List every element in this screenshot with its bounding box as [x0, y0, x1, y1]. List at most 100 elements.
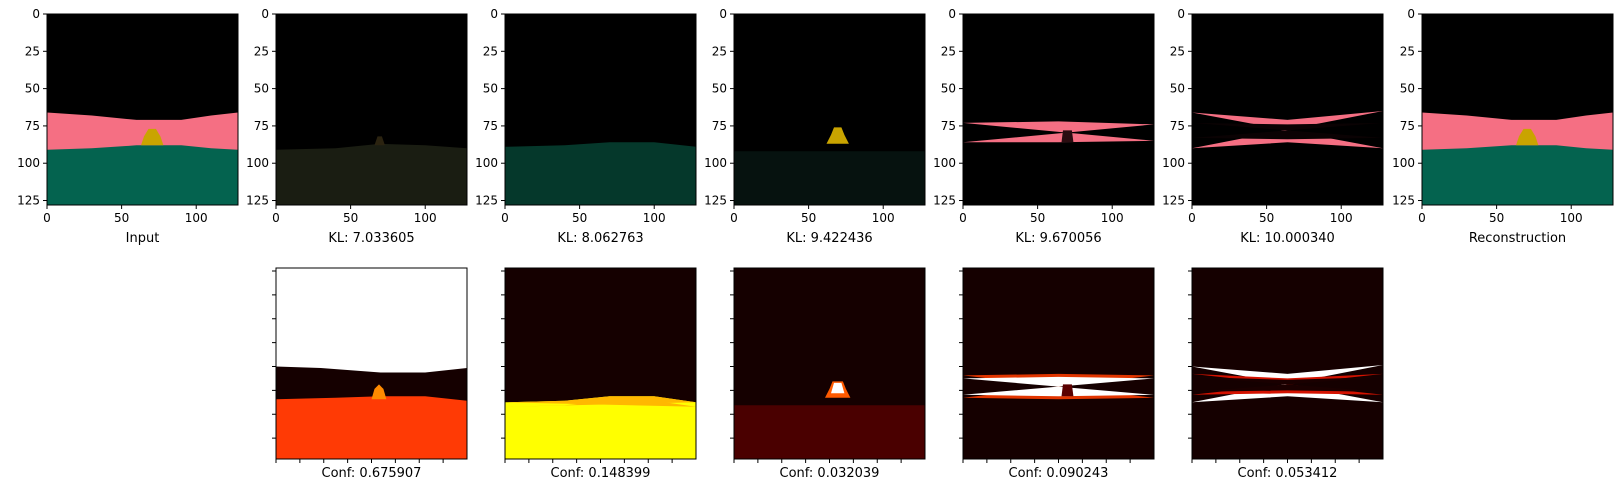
x-tick-label: 0	[730, 211, 738, 225]
y-tick-label: 75	[1400, 119, 1415, 133]
panel-image	[1422, 14, 1613, 205]
y-tick-label: 75	[254, 119, 269, 133]
y-tick-label: 50	[1170, 82, 1185, 96]
confidence-panel: Conf: 0.090243	[959, 267, 1155, 481]
y-tick-label: 25	[25, 44, 40, 58]
y-tick-label: 0	[32, 7, 40, 21]
axes-frame	[1191, 13, 1384, 206]
panel-caption: Conf: 0.053412	[1238, 466, 1338, 481]
x-tick-label: 100	[643, 211, 666, 225]
panel-caption: Conf: 0.090243	[1009, 466, 1109, 481]
y-tick-label: 75	[941, 119, 956, 133]
y-tick-label: 75	[483, 119, 498, 133]
y-tick-label: 0	[1407, 7, 1415, 21]
y-tick-label: 100	[933, 156, 956, 170]
image-panel: 0 50 100 0 25 50 75 100 125 KL: 10.000340	[1162, 7, 1384, 246]
y-tick-label: 25	[254, 44, 269, 58]
panel-caption: KL: 8.062763	[557, 231, 643, 246]
y-tick-label: 25	[941, 44, 956, 58]
y-tick-label: 0	[948, 7, 956, 21]
confidence-panel: Conf: 0.032039	[730, 267, 926, 481]
panel-caption: KL: 9.670056	[1015, 231, 1101, 246]
x-tick-label: 0	[959, 211, 967, 225]
y-tick-label: 100	[704, 156, 727, 170]
image-panel: 0 50 100 0 25 50 75 100 125 Input	[17, 7, 239, 246]
axes-frame	[962, 13, 1155, 206]
panel-image	[505, 268, 696, 459]
x-tick-label: 50	[343, 211, 358, 225]
confidence-row: Conf: 0.675907 Conf: 0.148399 Conf: 0.0320…	[272, 267, 1384, 481]
panel-image	[47, 14, 238, 205]
x-tick-label: 0	[43, 211, 51, 225]
axes-frame	[733, 13, 926, 206]
image-row: 0 50 100 0 25 50 75 100 125 Input 0 50 100 0 25 50 75 100…	[17, 7, 1614, 246]
y-tick-label: 0	[719, 7, 727, 21]
confidence-panel: Conf: 0.675907	[272, 267, 468, 481]
image-panel: 0 50 100 0 25 50 75 100 125 KL: 9.422436	[704, 7, 926, 246]
panel-image	[1192, 268, 1383, 459]
panel-caption: Input	[126, 231, 160, 246]
image-panel: 0 50 100 0 25 50 75 100 125 KL: 7.033605	[246, 7, 468, 246]
x-tick-label: 50	[1489, 211, 1504, 225]
x-tick-label: 50	[572, 211, 587, 225]
y-tick-label: 125	[1162, 194, 1185, 208]
y-tick-label: 125	[246, 194, 269, 208]
y-tick-label: 100	[1392, 156, 1415, 170]
panel-caption: Conf: 0.675907	[322, 466, 422, 481]
y-tick-label: 50	[941, 82, 956, 96]
x-tick-label: 100	[185, 211, 208, 225]
y-tick-label: 125	[1392, 194, 1415, 208]
axes-frame	[504, 13, 697, 206]
x-tick-label: 0	[272, 211, 280, 225]
image-panel: 0 50 100 0 25 50 75 100 125 KL: 8.062763	[475, 7, 697, 246]
y-tick-label: 50	[254, 82, 269, 96]
axes-frame	[275, 13, 468, 206]
y-tick-label: 0	[1177, 7, 1185, 21]
image-panel: 0 50 100 0 25 50 75 100 125 KL: 9.670056	[933, 7, 1155, 246]
y-tick-label: 125	[933, 194, 956, 208]
y-tick-label: 50	[483, 82, 498, 96]
y-tick-label: 125	[704, 194, 727, 208]
y-tick-label: 125	[475, 194, 498, 208]
panel-image	[505, 14, 696, 205]
y-tick-label: 50	[25, 82, 40, 96]
x-tick-label: 100	[414, 211, 437, 225]
axes-frame	[46, 13, 239, 206]
panel-caption: Conf: 0.148399	[551, 466, 651, 481]
x-tick-label: 100	[1101, 211, 1124, 225]
panel-image	[734, 14, 925, 205]
y-tick-label: 25	[1170, 44, 1185, 58]
x-tick-label: 100	[872, 211, 895, 225]
y-tick-label: 0	[261, 7, 269, 21]
y-tick-label: 75	[25, 119, 40, 133]
x-tick-label: 50	[1030, 211, 1045, 225]
y-tick-label: 75	[1170, 119, 1185, 133]
panel-image	[963, 14, 1154, 205]
y-tick-label: 25	[483, 44, 498, 58]
confidence-panel: Conf: 0.148399	[501, 267, 697, 481]
y-tick-label: 0	[490, 7, 498, 21]
panel-caption: Conf: 0.032039	[780, 466, 880, 481]
y-tick-label: 75	[712, 119, 727, 133]
panel-caption: Reconstruction	[1469, 231, 1566, 246]
panel-caption: KL: 10.000340	[1240, 231, 1335, 246]
y-tick-label: 100	[246, 156, 269, 170]
axes-frame	[1421, 13, 1614, 206]
panel-image	[963, 268, 1154, 459]
y-tick-label: 100	[17, 156, 40, 170]
x-tick-label: 50	[114, 211, 129, 225]
image-panel: 0 50 100 0 25 50 75 100 125 Reconstruction	[1392, 7, 1614, 246]
y-tick-label: 25	[712, 44, 727, 58]
y-tick-label: 125	[17, 194, 40, 208]
confidence-panel: Conf: 0.053412	[1188, 267, 1384, 481]
y-tick-label: 50	[1400, 82, 1415, 96]
y-tick-label: 50	[712, 82, 727, 96]
x-tick-label: 0	[1188, 211, 1196, 225]
y-tick-label: 25	[1400, 44, 1415, 58]
x-tick-label: 50	[1259, 211, 1274, 225]
panel-caption: KL: 7.033605	[328, 231, 414, 246]
panel-caption: KL: 9.422436	[786, 231, 872, 246]
x-tick-label: 100	[1560, 211, 1583, 225]
x-tick-label: 0	[501, 211, 509, 225]
